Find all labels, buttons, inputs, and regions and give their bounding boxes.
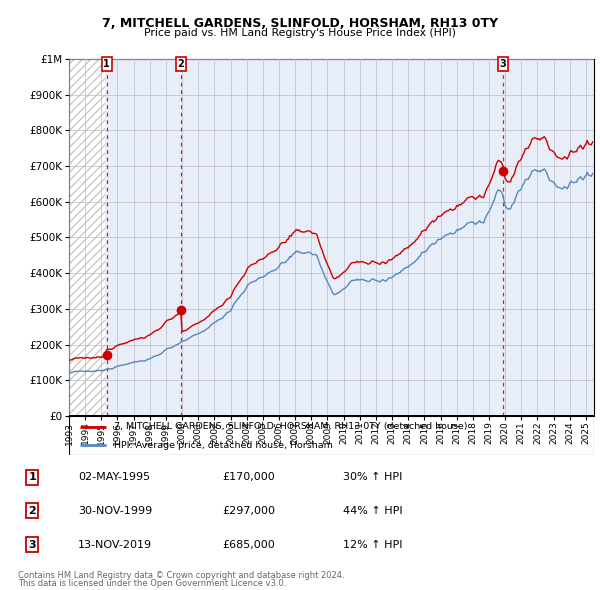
Text: Contains HM Land Registry data © Crown copyright and database right 2024.: Contains HM Land Registry data © Crown c… <box>18 571 344 579</box>
Text: 1: 1 <box>28 473 36 483</box>
Text: This data is licensed under the Open Government Licence v3.0.: This data is licensed under the Open Gov… <box>18 579 286 588</box>
Text: 30% ↑ HPI: 30% ↑ HPI <box>343 473 403 483</box>
Text: 30-NOV-1999: 30-NOV-1999 <box>78 506 152 516</box>
Text: 2: 2 <box>28 506 36 516</box>
Bar <box>69 59 106 416</box>
Text: Price paid vs. HM Land Registry's House Price Index (HPI): Price paid vs. HM Land Registry's House … <box>144 28 456 38</box>
Text: 7, MITCHELL GARDENS, SLINFOLD, HORSHAM, RH13 0TY: 7, MITCHELL GARDENS, SLINFOLD, HORSHAM, … <box>102 17 498 30</box>
Bar <box>69 59 106 416</box>
Text: HPI: Average price, detached house, Horsham: HPI: Average price, detached house, Hors… <box>113 441 332 450</box>
Text: 7, MITCHELL GARDENS, SLINFOLD, HORSHAM, RH13 0TY (detached house): 7, MITCHELL GARDENS, SLINFOLD, HORSHAM, … <box>113 422 467 431</box>
Text: £170,000: £170,000 <box>222 473 275 483</box>
Text: 1: 1 <box>103 59 110 69</box>
Text: 44% ↑ HPI: 44% ↑ HPI <box>343 506 403 516</box>
Text: 13-NOV-2019: 13-NOV-2019 <box>78 539 152 549</box>
Text: 3: 3 <box>28 539 36 549</box>
Text: £297,000: £297,000 <box>222 506 275 516</box>
Text: 3: 3 <box>500 59 506 69</box>
Text: 02-MAY-1995: 02-MAY-1995 <box>78 473 151 483</box>
Text: £685,000: £685,000 <box>222 539 275 549</box>
Text: 12% ↑ HPI: 12% ↑ HPI <box>343 539 403 549</box>
Text: 2: 2 <box>178 59 184 69</box>
